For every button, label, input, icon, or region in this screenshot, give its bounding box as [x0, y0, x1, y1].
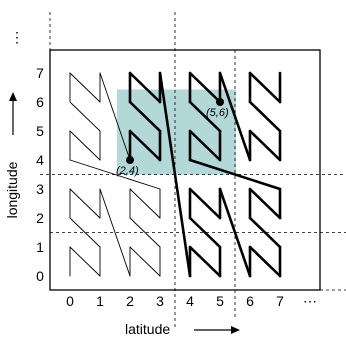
- curve-segment: [248, 129, 282, 162]
- z-order-curve: [69, 71, 282, 278]
- point-label: (2,4): [116, 165, 139, 177]
- curve-segment: [248, 216, 282, 249]
- curve-segment: [99, 72, 131, 161]
- x-tick-label: 5: [216, 293, 224, 309]
- curve-segment: [158, 71, 192, 278]
- highlight-region: [117, 89, 236, 175]
- plot-frame: [49, 49, 321, 291]
- curve-segment: [188, 245, 222, 278]
- point-label: (5,6): [206, 107, 229, 119]
- curve-segment: [128, 71, 162, 104]
- x-tick-label: 4: [186, 293, 194, 309]
- curve-segment: [188, 129, 222, 162]
- curve-segment: [248, 187, 282, 220]
- curve-segment: [188, 158, 282, 191]
- y-tick-label: 3: [36, 181, 44, 197]
- y-tick-label: 2: [36, 210, 44, 226]
- curve-segment: [69, 217, 101, 248]
- curve-segment: [188, 216, 222, 249]
- x-tick-label: 6: [246, 293, 254, 309]
- partition-lines: [40, 12, 346, 330]
- y-tick-label: 6: [36, 94, 44, 110]
- curve-segment: [188, 71, 222, 104]
- curve-segment: [69, 72, 101, 103]
- x-tick-label: 3: [156, 293, 164, 309]
- y-axis-continuation: ⋮: [10, 29, 24, 45]
- y-axis-arrow-head: [9, 92, 17, 101]
- curve-segment: [248, 100, 282, 133]
- curve-segment: [129, 217, 161, 248]
- y-tick-label: 5: [36, 123, 44, 139]
- x-axis-title: latitude: [125, 321, 170, 337]
- curve-segment: [248, 71, 282, 104]
- curve-segment: [129, 246, 161, 277]
- curve-segment: [69, 159, 161, 190]
- curve-segment: [69, 188, 101, 219]
- curve-segment: [188, 100, 222, 133]
- y-tick-label: 7: [36, 65, 44, 81]
- x-tick-label: 0: [66, 293, 74, 309]
- curve-segment: [248, 245, 282, 278]
- x-tick-label: 7: [276, 293, 284, 309]
- point-marker: [126, 156, 134, 164]
- point-marker: [216, 98, 224, 106]
- y-tick-label: 0: [36, 268, 44, 284]
- x-axis-continuation: ⋯: [303, 293, 317, 309]
- x-tick-label: 2: [126, 293, 134, 309]
- curve-segment: [128, 129, 162, 162]
- y-tick-label: 4: [36, 152, 44, 168]
- curve-segment: [128, 100, 162, 133]
- curve-segment: [69, 130, 101, 161]
- y-tick-label: 1: [36, 239, 44, 255]
- curve-segment: [69, 246, 101, 277]
- y-tick-labels: 0 1 2 3 4 5 6 7: [36, 65, 44, 284]
- x-axis-arrow-head: [231, 326, 240, 334]
- x-tick-labels: 0 1 2 3 4 5 6 7: [66, 293, 284, 309]
- curve-segment: [218, 187, 252, 278]
- curve-segment: [188, 187, 222, 220]
- curve-segment: [69, 101, 101, 132]
- labelled-points: (2,4) (5,6): [116, 98, 229, 177]
- curve-segment: [129, 188, 161, 219]
- y-axis-title: longitude: [4, 161, 20, 218]
- curve-segment: [218, 71, 252, 162]
- curve-segment: [99, 188, 131, 277]
- x-tick-label: 1: [96, 293, 104, 309]
